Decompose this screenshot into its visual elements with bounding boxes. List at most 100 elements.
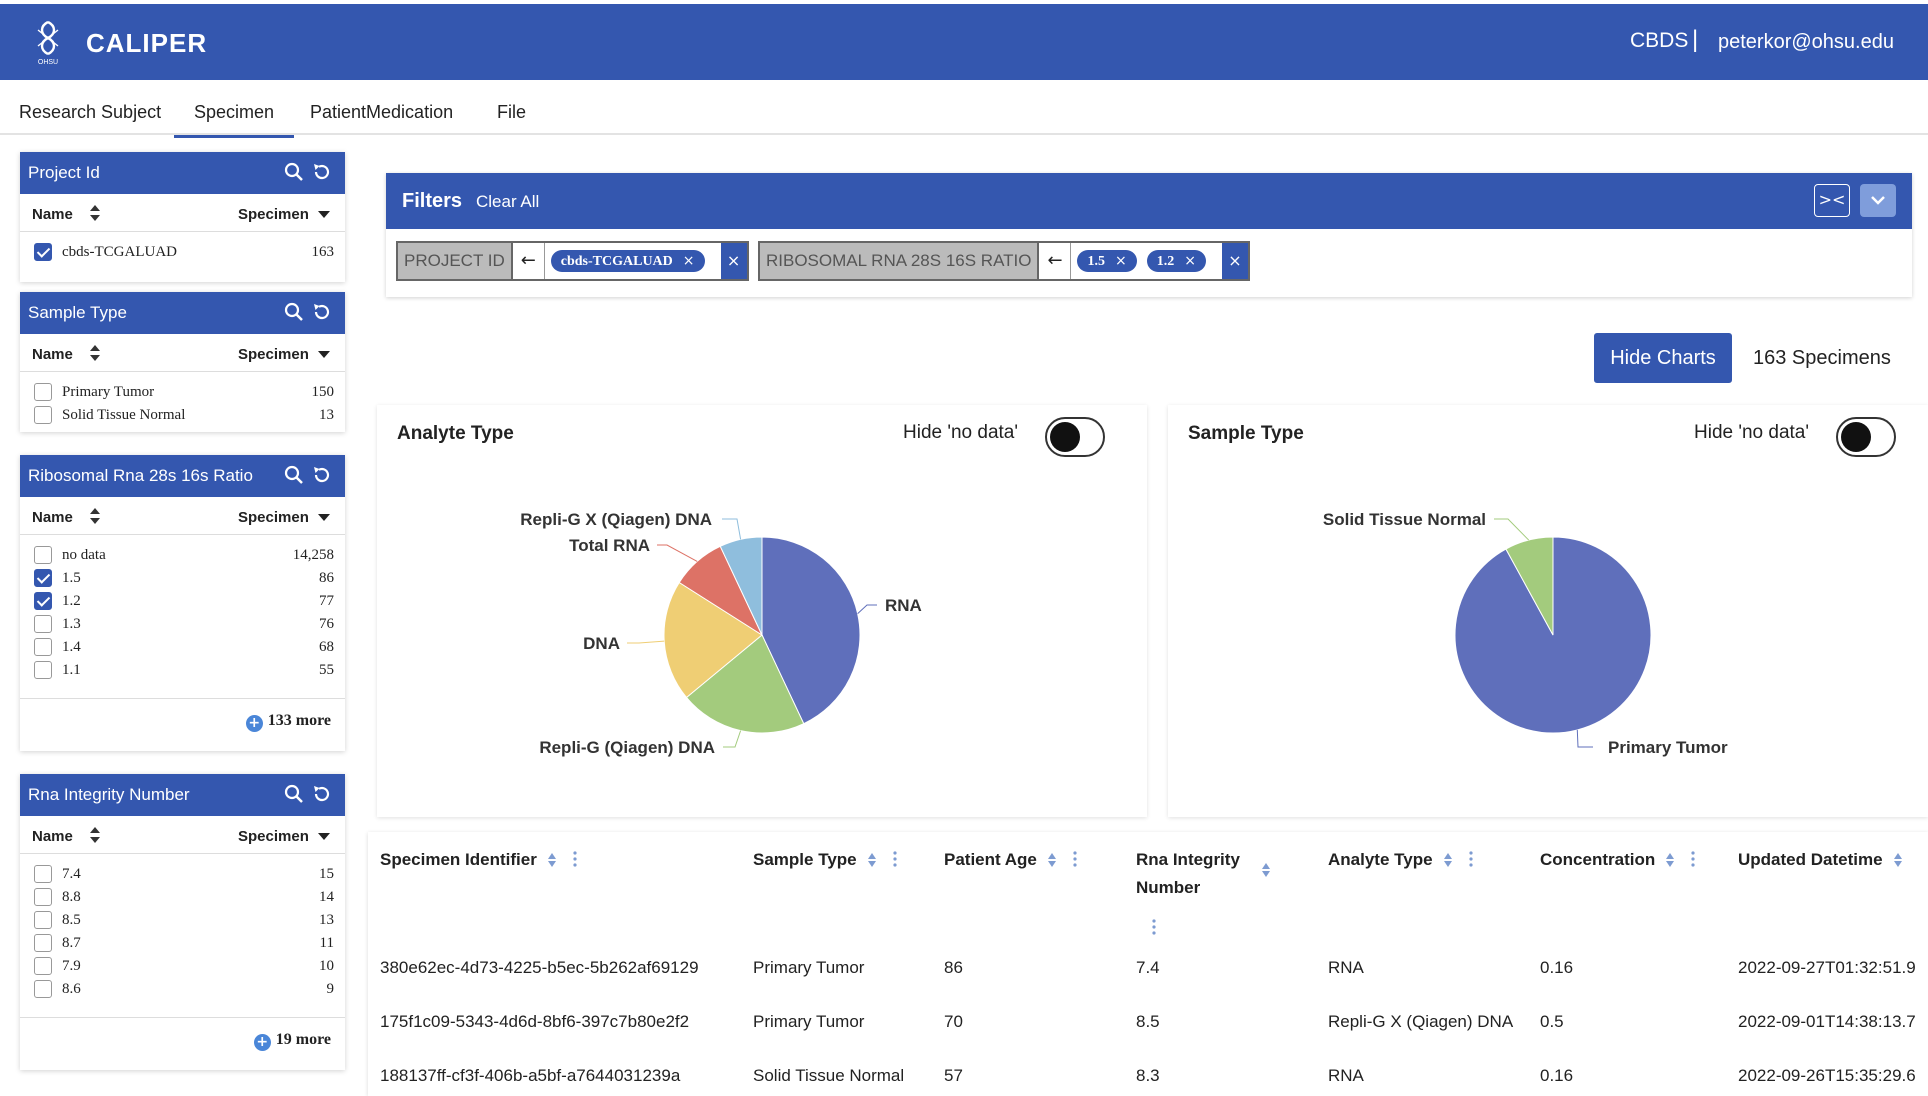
reset-icon[interactable] xyxy=(311,161,333,183)
show-more-link[interactable]: +19 more xyxy=(253,1031,331,1051)
filter-chip[interactable]: 1.5 × xyxy=(1077,250,1137,272)
app-title[interactable]: CALIPER xyxy=(86,28,208,58)
pie-slice[interactable] xyxy=(761,536,861,725)
facet-option[interactable]: cbds-TCGALUAD 163 xyxy=(34,241,334,263)
checkbox[interactable] xyxy=(34,865,52,883)
facet-option[interactable]: no data 14,258 xyxy=(34,544,334,566)
count-column-header[interactable]: Specimen xyxy=(238,509,309,526)
pie-slice[interactable] xyxy=(1454,536,1652,734)
checkbox[interactable] xyxy=(34,957,52,975)
close-icon[interactable]: × xyxy=(1114,253,1127,269)
count-column-header[interactable]: Specimen xyxy=(238,346,309,363)
sort-icon[interactable] xyxy=(88,505,102,527)
checkbox[interactable] xyxy=(34,661,52,679)
sort-icon[interactable] xyxy=(1261,862,1271,878)
collapse-expand-icon[interactable]: >< xyxy=(1814,184,1850,217)
facet-option[interactable]: 1.5 86 xyxy=(34,567,334,589)
checkbox[interactable] xyxy=(34,934,52,952)
arrow-left-icon[interactable]: ← xyxy=(513,243,545,279)
sort-icon[interactable] xyxy=(88,342,102,364)
reset-icon[interactable] xyxy=(311,464,333,486)
pie-slice[interactable] xyxy=(663,581,763,699)
chevron-down-icon[interactable] xyxy=(1860,184,1896,217)
hide-charts-button[interactable]: Hide Charts xyxy=(1594,333,1732,383)
checkbox-checked[interactable] xyxy=(34,569,52,587)
checkbox[interactable] xyxy=(34,638,52,656)
column-menu-icon[interactable] xyxy=(1152,918,1156,936)
checkbox[interactable] xyxy=(34,383,52,401)
table-cell[interactable]: 380e62ec-4d73-4225-b5ec-5b262af69129 xyxy=(380,958,699,977)
filter-chip[interactable]: 1.2 × xyxy=(1146,250,1206,272)
tab-patient-medication[interactable]: PatientMedication xyxy=(310,102,454,122)
hide-no-data-toggle[interactable] xyxy=(1836,417,1896,457)
column-header[interactable]: Updated Datetime xyxy=(1738,846,1903,874)
checkbox[interactable] xyxy=(34,615,52,633)
chevron-down-icon[interactable] xyxy=(318,833,330,840)
column-header[interactable]: Rna Integrity Number xyxy=(1136,846,1276,942)
name-column-header[interactable]: Name xyxy=(32,509,73,526)
sort-icon[interactable] xyxy=(1047,852,1057,868)
hide-no-data-toggle[interactable] xyxy=(1045,417,1105,457)
column-menu-icon[interactable] xyxy=(1691,850,1695,868)
facet-option[interactable]: 8.5 13 xyxy=(34,909,334,931)
column-header[interactable]: Patient Age xyxy=(944,846,1077,874)
facet-option[interactable]: Primary Tumor 150 xyxy=(34,381,334,403)
column-menu-icon[interactable] xyxy=(573,850,577,868)
ohsu-logo-icon[interactable]: OHSU xyxy=(30,18,66,66)
clear-all-button[interactable]: Clear All xyxy=(476,192,540,211)
column-menu-icon[interactable] xyxy=(1468,850,1473,868)
column-header[interactable]: Specimen Identifier xyxy=(380,846,577,874)
facet-option[interactable]: 8.7 11 xyxy=(34,932,334,954)
filter-field-label[interactable]: RIBOSOMAL RNA 28S 16S RATIO xyxy=(760,243,1040,279)
search-icon[interactable] xyxy=(283,783,305,805)
checkbox-checked[interactable] xyxy=(34,243,52,261)
close-icon[interactable]: × xyxy=(1184,253,1196,269)
arrow-left-icon[interactable]: ← xyxy=(1039,243,1072,279)
sort-icon[interactable] xyxy=(1893,852,1903,868)
facet-option[interactable]: 1.1 55 xyxy=(34,659,334,681)
checkbox[interactable] xyxy=(34,546,52,564)
pie-slice[interactable] xyxy=(685,634,805,734)
sort-icon[interactable] xyxy=(547,852,557,868)
search-icon[interactable] xyxy=(283,464,305,486)
facet-option[interactable]: Solid Tissue Normal 13 xyxy=(34,404,334,426)
facet-option[interactable]: 1.3 76 xyxy=(34,613,334,635)
filter-chip[interactable]: cbds-TCGALUAD × xyxy=(550,250,705,272)
name-column-header[interactable]: Name xyxy=(32,206,73,223)
column-header[interactable]: Sample Type xyxy=(753,846,897,874)
tab-file[interactable]: File xyxy=(497,102,527,122)
column-menu-icon[interactable] xyxy=(1073,850,1077,868)
search-icon[interactable] xyxy=(283,161,305,183)
search-icon[interactable] xyxy=(283,301,305,323)
tab-research-subject[interactable]: Research Subject xyxy=(19,102,162,122)
column-header[interactable]: Concentration xyxy=(1540,846,1695,874)
column-menu-icon[interactable] xyxy=(893,850,897,868)
pie-slice[interactable] xyxy=(1505,536,1554,636)
table-cell[interactable]: 175f1c09-5343-4d6d-8bf6-397c7b80e2f2 xyxy=(380,1012,690,1031)
count-column-header[interactable]: Specimen xyxy=(238,206,309,223)
column-header[interactable]: Analyte Type xyxy=(1328,846,1473,874)
tab-specimen[interactable]: Specimen xyxy=(174,102,295,138)
org-name[interactable]: CBDS xyxy=(1630,29,1689,52)
facet-option[interactable]: 7.9 10 xyxy=(34,955,334,977)
reset-icon[interactable] xyxy=(311,783,333,805)
reset-icon[interactable] xyxy=(311,301,333,323)
facet-option[interactable]: 8.6 9 xyxy=(34,978,334,1000)
show-more-link[interactable]: +133 more xyxy=(245,712,331,732)
checkbox[interactable] xyxy=(34,888,52,906)
remove-filter-icon[interactable]: × xyxy=(1221,243,1248,279)
filter-field-label[interactable]: PROJECT ID xyxy=(398,243,513,279)
sort-icon[interactable] xyxy=(1443,852,1453,868)
checkbox[interactable] xyxy=(34,980,52,998)
close-icon[interactable]: × xyxy=(682,253,695,269)
facet-option[interactable]: 7.4 15 xyxy=(34,863,334,885)
facet-option[interactable]: 8.8 14 xyxy=(34,886,334,908)
checkbox-checked[interactable] xyxy=(34,592,52,610)
chevron-down-icon[interactable] xyxy=(318,211,330,218)
remove-filter-icon[interactable]: × xyxy=(720,243,747,279)
name-column-header[interactable]: Name xyxy=(32,346,73,363)
chevron-down-icon[interactable] xyxy=(318,351,330,358)
sort-icon[interactable] xyxy=(1665,852,1675,868)
checkbox[interactable] xyxy=(34,911,52,929)
table-cell[interactable]: 188137ff-cf3f-406b-a5bf-a7644031239a xyxy=(380,1066,681,1085)
